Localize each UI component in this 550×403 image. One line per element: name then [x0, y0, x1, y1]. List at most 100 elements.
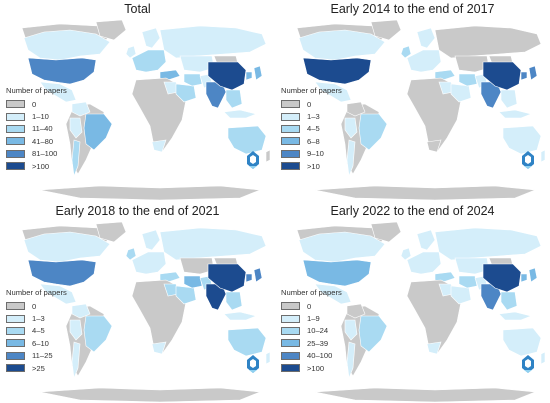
legend: Number of papers 0 1–10 11–40 41–80 81–1…	[6, 86, 67, 172]
map-panel-2014-2017: Early 2014 to the end of 2017 Number of …	[275, 0, 550, 201]
legend-label: >100	[307, 363, 325, 373]
legend-swatch	[281, 364, 300, 373]
legend-swatch	[281, 149, 300, 158]
country-chile	[346, 341, 356, 379]
world-map	[296, 20, 546, 201]
country-australia	[227, 327, 267, 357]
legend-label: 81–100	[32, 149, 58, 159]
country-southeast-asia	[225, 89, 243, 109]
legend-item: 6–8	[281, 135, 342, 147]
country-central-asia	[454, 257, 490, 275]
country-brazil	[358, 113, 388, 151]
legend-swatch	[6, 351, 25, 360]
world-map	[21, 222, 271, 403]
legend-swatch	[6, 302, 25, 311]
legend-label: 0	[307, 301, 312, 311]
map-panel-2022-2024: Early 2022 to the end of 2024 Number of …	[275, 202, 550, 403]
country-china	[207, 61, 247, 91]
country-russia	[434, 227, 542, 261]
country-europe	[406, 251, 442, 275]
country-new-zealand	[540, 149, 546, 163]
country-canada	[298, 29, 386, 61]
legend-item: 41–80	[6, 135, 67, 147]
country-mexico	[39, 81, 77, 103]
country-colombia	[346, 303, 366, 319]
legend-title: Number of papers	[281, 86, 342, 95]
map-title: Early 2014 to the end of 2017	[330, 2, 495, 16]
legend-item: 0	[281, 98, 342, 110]
country-scandinavia	[141, 27, 161, 49]
country-mexico	[314, 81, 352, 103]
country-korea	[520, 71, 528, 81]
legend-title: Number of papers	[6, 288, 67, 297]
country-japan	[528, 267, 538, 283]
legend-swatch	[281, 137, 300, 146]
country-usa	[302, 57, 372, 85]
legend-swatch	[281, 302, 300, 311]
map-panel-2018-2021: Early 2018 to the end of 2021 Number of …	[0, 202, 275, 403]
legend-label: 0	[32, 301, 37, 311]
legend-swatch	[6, 326, 25, 335]
country-mexico	[314, 283, 352, 305]
country-greenland	[95, 20, 127, 41]
legend-label: >10	[307, 161, 320, 171]
country-europe	[406, 49, 442, 73]
legend-label: 41–80	[32, 136, 54, 146]
country-usa	[302, 259, 372, 287]
country-central-asia	[454, 55, 490, 73]
country-uk	[400, 45, 412, 59]
map-panel-total: Total Number of papers 0 1–10 11–40 41–8…	[0, 0, 275, 201]
legend-item: 10–24	[281, 325, 342, 337]
legend-title: Number of papers	[281, 288, 342, 297]
legend-label: 6–10	[32, 338, 49, 348]
country-antarctica	[314, 387, 536, 403]
legend-label: 1–3	[32, 314, 45, 324]
country-russia	[434, 25, 542, 59]
legend-item: >100	[6, 160, 67, 172]
country-japan	[528, 65, 538, 81]
country-canada	[298, 231, 386, 263]
legend-swatch	[6, 339, 25, 348]
country-indonesia	[498, 109, 532, 119]
legend-title: Number of papers	[6, 86, 67, 95]
legend: Number of papers 0 1–9 10–24 25–39 40–10…	[281, 288, 342, 374]
legend-label: 4–5	[307, 124, 320, 134]
legend-item: 0	[6, 98, 67, 110]
country-southeast-asia	[500, 291, 518, 311]
country-indonesia	[223, 311, 257, 321]
legend-label: 9–10	[307, 149, 324, 159]
legend-item: 4–5	[6, 325, 67, 337]
world-map	[296, 222, 546, 403]
legend-item: 1–3	[6, 312, 67, 324]
country-peru	[344, 117, 358, 139]
logo-base	[249, 166, 257, 169]
map-title: Early 2022 to the end of 2024	[330, 204, 495, 218]
logo-base	[249, 370, 257, 373]
country-antarctica	[39, 185, 261, 201]
country-usa	[27, 259, 97, 287]
logo-inner	[525, 359, 531, 368]
legend-swatch	[281, 326, 300, 335]
country-greenland	[370, 222, 402, 243]
country-brazil	[83, 113, 113, 151]
legend-swatch	[281, 162, 300, 171]
legend-swatch	[6, 162, 25, 171]
legend-label: 11–40	[32, 124, 53, 134]
legend-label: 11–25	[32, 351, 53, 361]
legend-label: 25–39	[307, 338, 329, 348]
country-korea	[245, 273, 253, 283]
logo-inner	[525, 155, 531, 164]
legend-item: 11–25	[6, 350, 67, 362]
country-canada	[23, 231, 111, 263]
country-australia	[502, 327, 542, 357]
country-china	[207, 263, 247, 293]
publisher-logo	[247, 151, 259, 169]
country-southeast-asia	[225, 291, 243, 311]
country-canada	[23, 29, 111, 61]
country-south-africa	[151, 341, 167, 355]
country-chile	[346, 139, 356, 177]
legend-item: 4–5	[281, 123, 342, 135]
logo-base	[524, 370, 532, 373]
legend-label: >25	[32, 363, 45, 373]
